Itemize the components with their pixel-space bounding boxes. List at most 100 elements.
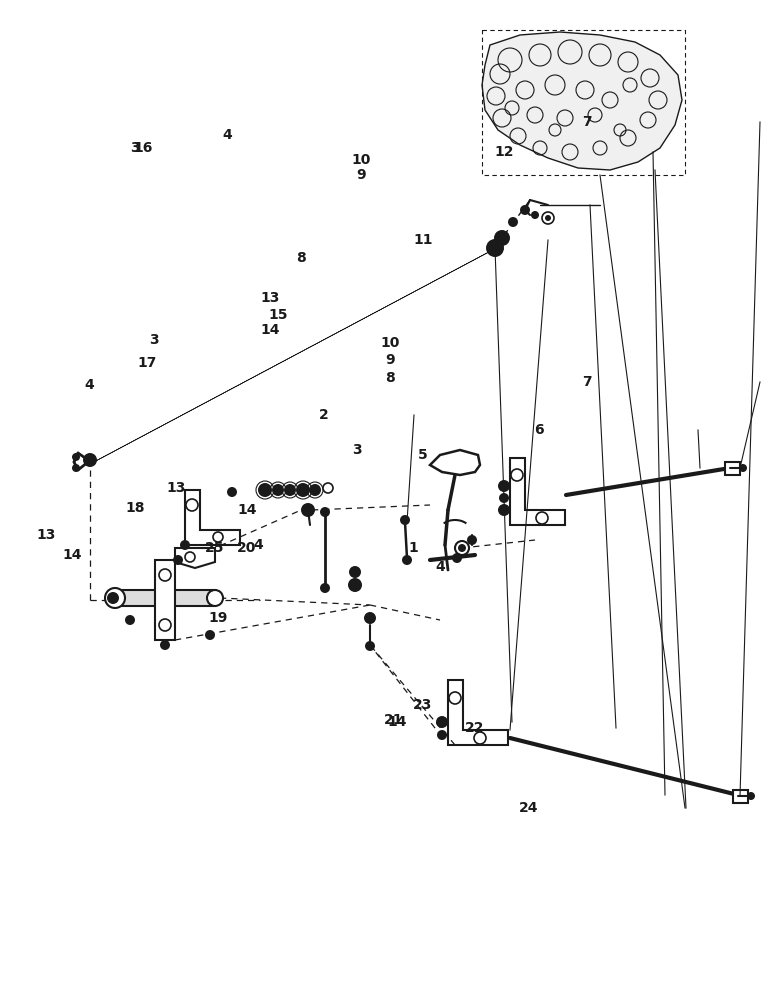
Text: 9: 9 (357, 168, 366, 182)
Circle shape (72, 464, 80, 472)
Circle shape (467, 535, 477, 545)
Text: 12: 12 (494, 145, 514, 159)
Circle shape (301, 503, 315, 517)
Text: 23: 23 (413, 698, 433, 712)
Text: 7: 7 (582, 115, 591, 129)
Circle shape (213, 532, 223, 542)
Polygon shape (90, 243, 506, 464)
Text: 8: 8 (385, 371, 394, 385)
Circle shape (180, 540, 190, 550)
Text: 4: 4 (435, 560, 445, 574)
Polygon shape (430, 450, 480, 475)
Circle shape (545, 215, 551, 221)
Circle shape (474, 732, 486, 744)
Text: 2: 2 (320, 408, 329, 422)
Polygon shape (115, 590, 215, 606)
Text: 16: 16 (133, 141, 153, 155)
Circle shape (160, 640, 170, 650)
Text: 3: 3 (150, 333, 159, 347)
Text: 21: 21 (384, 713, 404, 727)
Text: 13: 13 (260, 291, 280, 305)
Text: 18: 18 (125, 501, 145, 515)
Polygon shape (155, 560, 175, 640)
Circle shape (107, 592, 119, 604)
Text: 14: 14 (62, 548, 82, 562)
Circle shape (72, 453, 80, 461)
Text: 9: 9 (385, 353, 394, 367)
Polygon shape (175, 548, 215, 568)
Text: 7: 7 (582, 375, 591, 389)
Circle shape (309, 484, 321, 496)
Text: 19: 19 (208, 611, 229, 625)
Circle shape (498, 504, 510, 516)
Text: 15: 15 (268, 308, 288, 322)
Text: 10: 10 (351, 153, 371, 167)
Text: 13: 13 (166, 481, 186, 495)
Bar (733, 790, 748, 803)
Text: 25: 25 (205, 541, 225, 555)
Text: 14: 14 (260, 323, 280, 337)
Bar (725, 462, 740, 475)
Circle shape (739, 464, 747, 472)
Circle shape (520, 205, 530, 215)
Circle shape (486, 239, 504, 257)
Circle shape (258, 483, 272, 497)
Circle shape (348, 578, 362, 592)
Circle shape (365, 641, 375, 651)
Text: 6: 6 (534, 423, 543, 437)
Circle shape (455, 541, 469, 555)
Text: 13: 13 (36, 528, 56, 542)
Text: 22: 22 (465, 721, 485, 735)
Circle shape (159, 619, 171, 631)
Text: 20: 20 (237, 541, 257, 555)
Text: 17: 17 (137, 356, 157, 370)
Text: 4: 4 (254, 538, 263, 552)
Polygon shape (185, 490, 240, 545)
Circle shape (364, 612, 376, 624)
Circle shape (272, 484, 284, 496)
Circle shape (349, 566, 361, 578)
Circle shape (105, 588, 125, 608)
Circle shape (747, 792, 755, 800)
Circle shape (508, 217, 518, 227)
Polygon shape (482, 32, 682, 170)
Circle shape (227, 487, 237, 497)
Text: 11: 11 (413, 233, 433, 247)
Circle shape (498, 480, 510, 492)
Circle shape (320, 507, 330, 517)
Circle shape (449, 692, 461, 704)
Circle shape (125, 615, 135, 625)
Text: 24: 24 (519, 801, 539, 815)
Text: 4: 4 (84, 378, 93, 392)
Circle shape (511, 469, 523, 481)
Circle shape (159, 569, 171, 581)
Circle shape (536, 512, 548, 524)
Circle shape (499, 493, 509, 503)
Text: 8: 8 (296, 251, 306, 265)
Text: 5: 5 (418, 448, 428, 462)
Polygon shape (510, 458, 565, 525)
Polygon shape (448, 680, 508, 745)
Circle shape (320, 583, 330, 593)
Circle shape (296, 483, 310, 497)
Text: 4: 4 (223, 128, 232, 142)
Circle shape (207, 590, 223, 606)
Text: 3: 3 (353, 443, 362, 457)
Circle shape (531, 211, 539, 219)
Circle shape (205, 630, 215, 640)
Circle shape (83, 453, 97, 467)
Circle shape (186, 499, 198, 511)
Text: 10: 10 (380, 336, 400, 350)
Circle shape (437, 730, 447, 740)
Text: 14: 14 (388, 715, 408, 729)
Circle shape (323, 483, 333, 493)
Circle shape (402, 555, 412, 565)
Text: 3: 3 (130, 141, 140, 155)
Circle shape (458, 544, 466, 552)
Circle shape (173, 555, 183, 565)
Circle shape (185, 552, 195, 562)
Text: 14: 14 (237, 503, 257, 517)
Circle shape (436, 716, 448, 728)
Text: 1: 1 (408, 541, 418, 555)
Circle shape (400, 515, 410, 525)
